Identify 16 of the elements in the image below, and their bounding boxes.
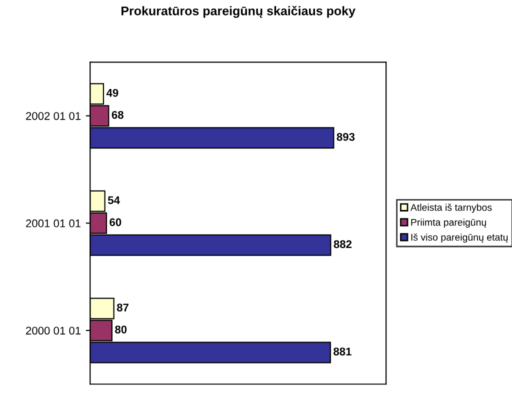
data-label: 882 xyxy=(334,240,352,248)
data-label: 60 xyxy=(110,218,122,226)
y-tick-label: 2000 01 01 xyxy=(26,326,81,335)
chart-title: Prokuratūros pareigūnų skaičiaus poky xyxy=(122,6,356,18)
data-label: 80 xyxy=(115,326,127,334)
data-label: 54 xyxy=(108,196,120,204)
data-label: 881 xyxy=(334,348,352,356)
data-label: 68 xyxy=(112,110,124,119)
legend-label: Atleista iš tarnybos xyxy=(410,204,492,213)
y-tick-label: 2001 01 01 xyxy=(26,219,81,228)
y-tick-label: 2002 01 01 xyxy=(26,112,81,120)
data-label: 893 xyxy=(336,132,355,141)
data-label: 87 xyxy=(116,304,128,312)
legend-label: Priimta pareigūnų xyxy=(411,218,486,228)
data-label: 49 xyxy=(106,88,118,97)
legend-label: Iš viso pareigūnų etatų xyxy=(411,234,508,243)
